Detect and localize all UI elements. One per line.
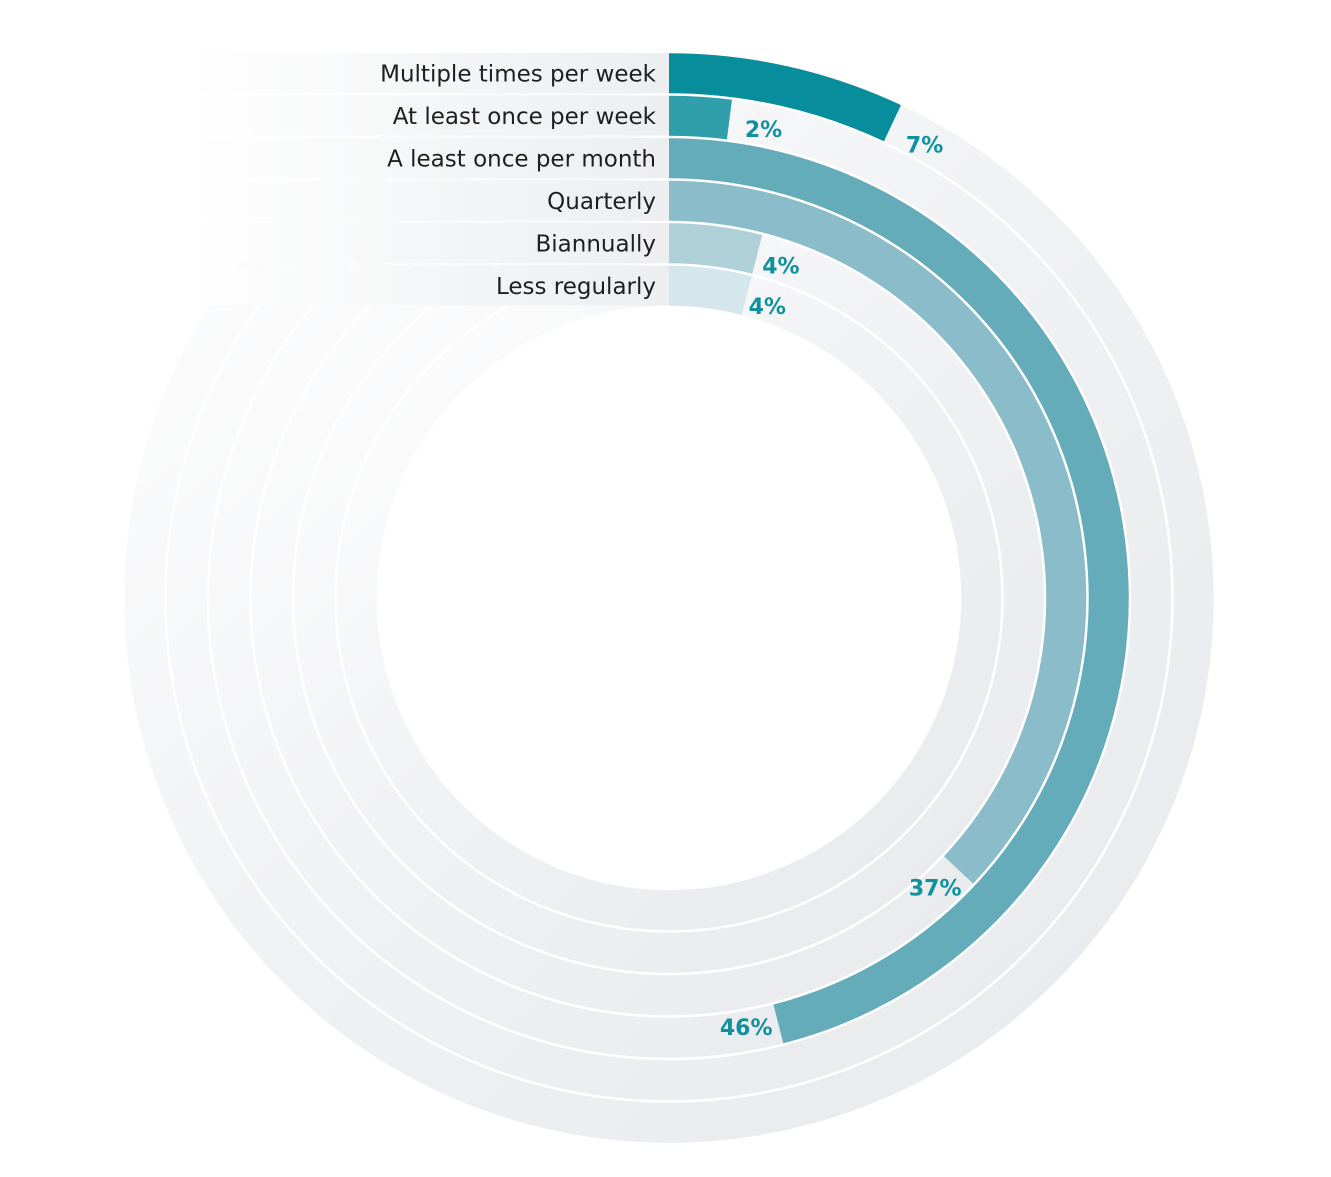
category-band-1 bbox=[190, 53, 669, 93]
bar-4 bbox=[668, 180, 1087, 884]
bar-5 bbox=[668, 223, 763, 274]
category-label-3: A least once per month bbox=[387, 146, 656, 172]
ring-track-1 bbox=[124, 53, 1214, 1143]
category-band-5 bbox=[190, 223, 669, 263]
category-band-4 bbox=[190, 180, 669, 221]
category-label-2: At least once per week bbox=[393, 104, 657, 130]
ring-track-2 bbox=[166, 95, 1172, 1101]
value-label-4: 37% bbox=[909, 877, 962, 902]
category-label-6: Less regularly bbox=[496, 274, 656, 300]
value-label-2: 2% bbox=[745, 118, 782, 143]
ring-track-5 bbox=[294, 223, 1044, 973]
category-band-6 bbox=[190, 265, 669, 306]
category-label-4: Quarterly bbox=[547, 189, 656, 215]
value-label-3: 46% bbox=[720, 1016, 773, 1041]
category-label-1: Multiple times per week bbox=[380, 61, 657, 87]
value-label-1: 7% bbox=[906, 133, 943, 158]
bar-1 bbox=[668, 53, 901, 142]
ring-track-6 bbox=[336, 265, 1002, 931]
value-label-6: 4% bbox=[749, 295, 786, 320]
category-band-3 bbox=[190, 138, 669, 178]
bar-3 bbox=[668, 138, 1129, 1044]
bar-2 bbox=[668, 95, 732, 140]
category-band-2 bbox=[190, 95, 669, 136]
value-label-5: 4% bbox=[762, 255, 799, 280]
bar-6 bbox=[668, 265, 752, 316]
category-label-5: Biannually bbox=[536, 231, 656, 257]
